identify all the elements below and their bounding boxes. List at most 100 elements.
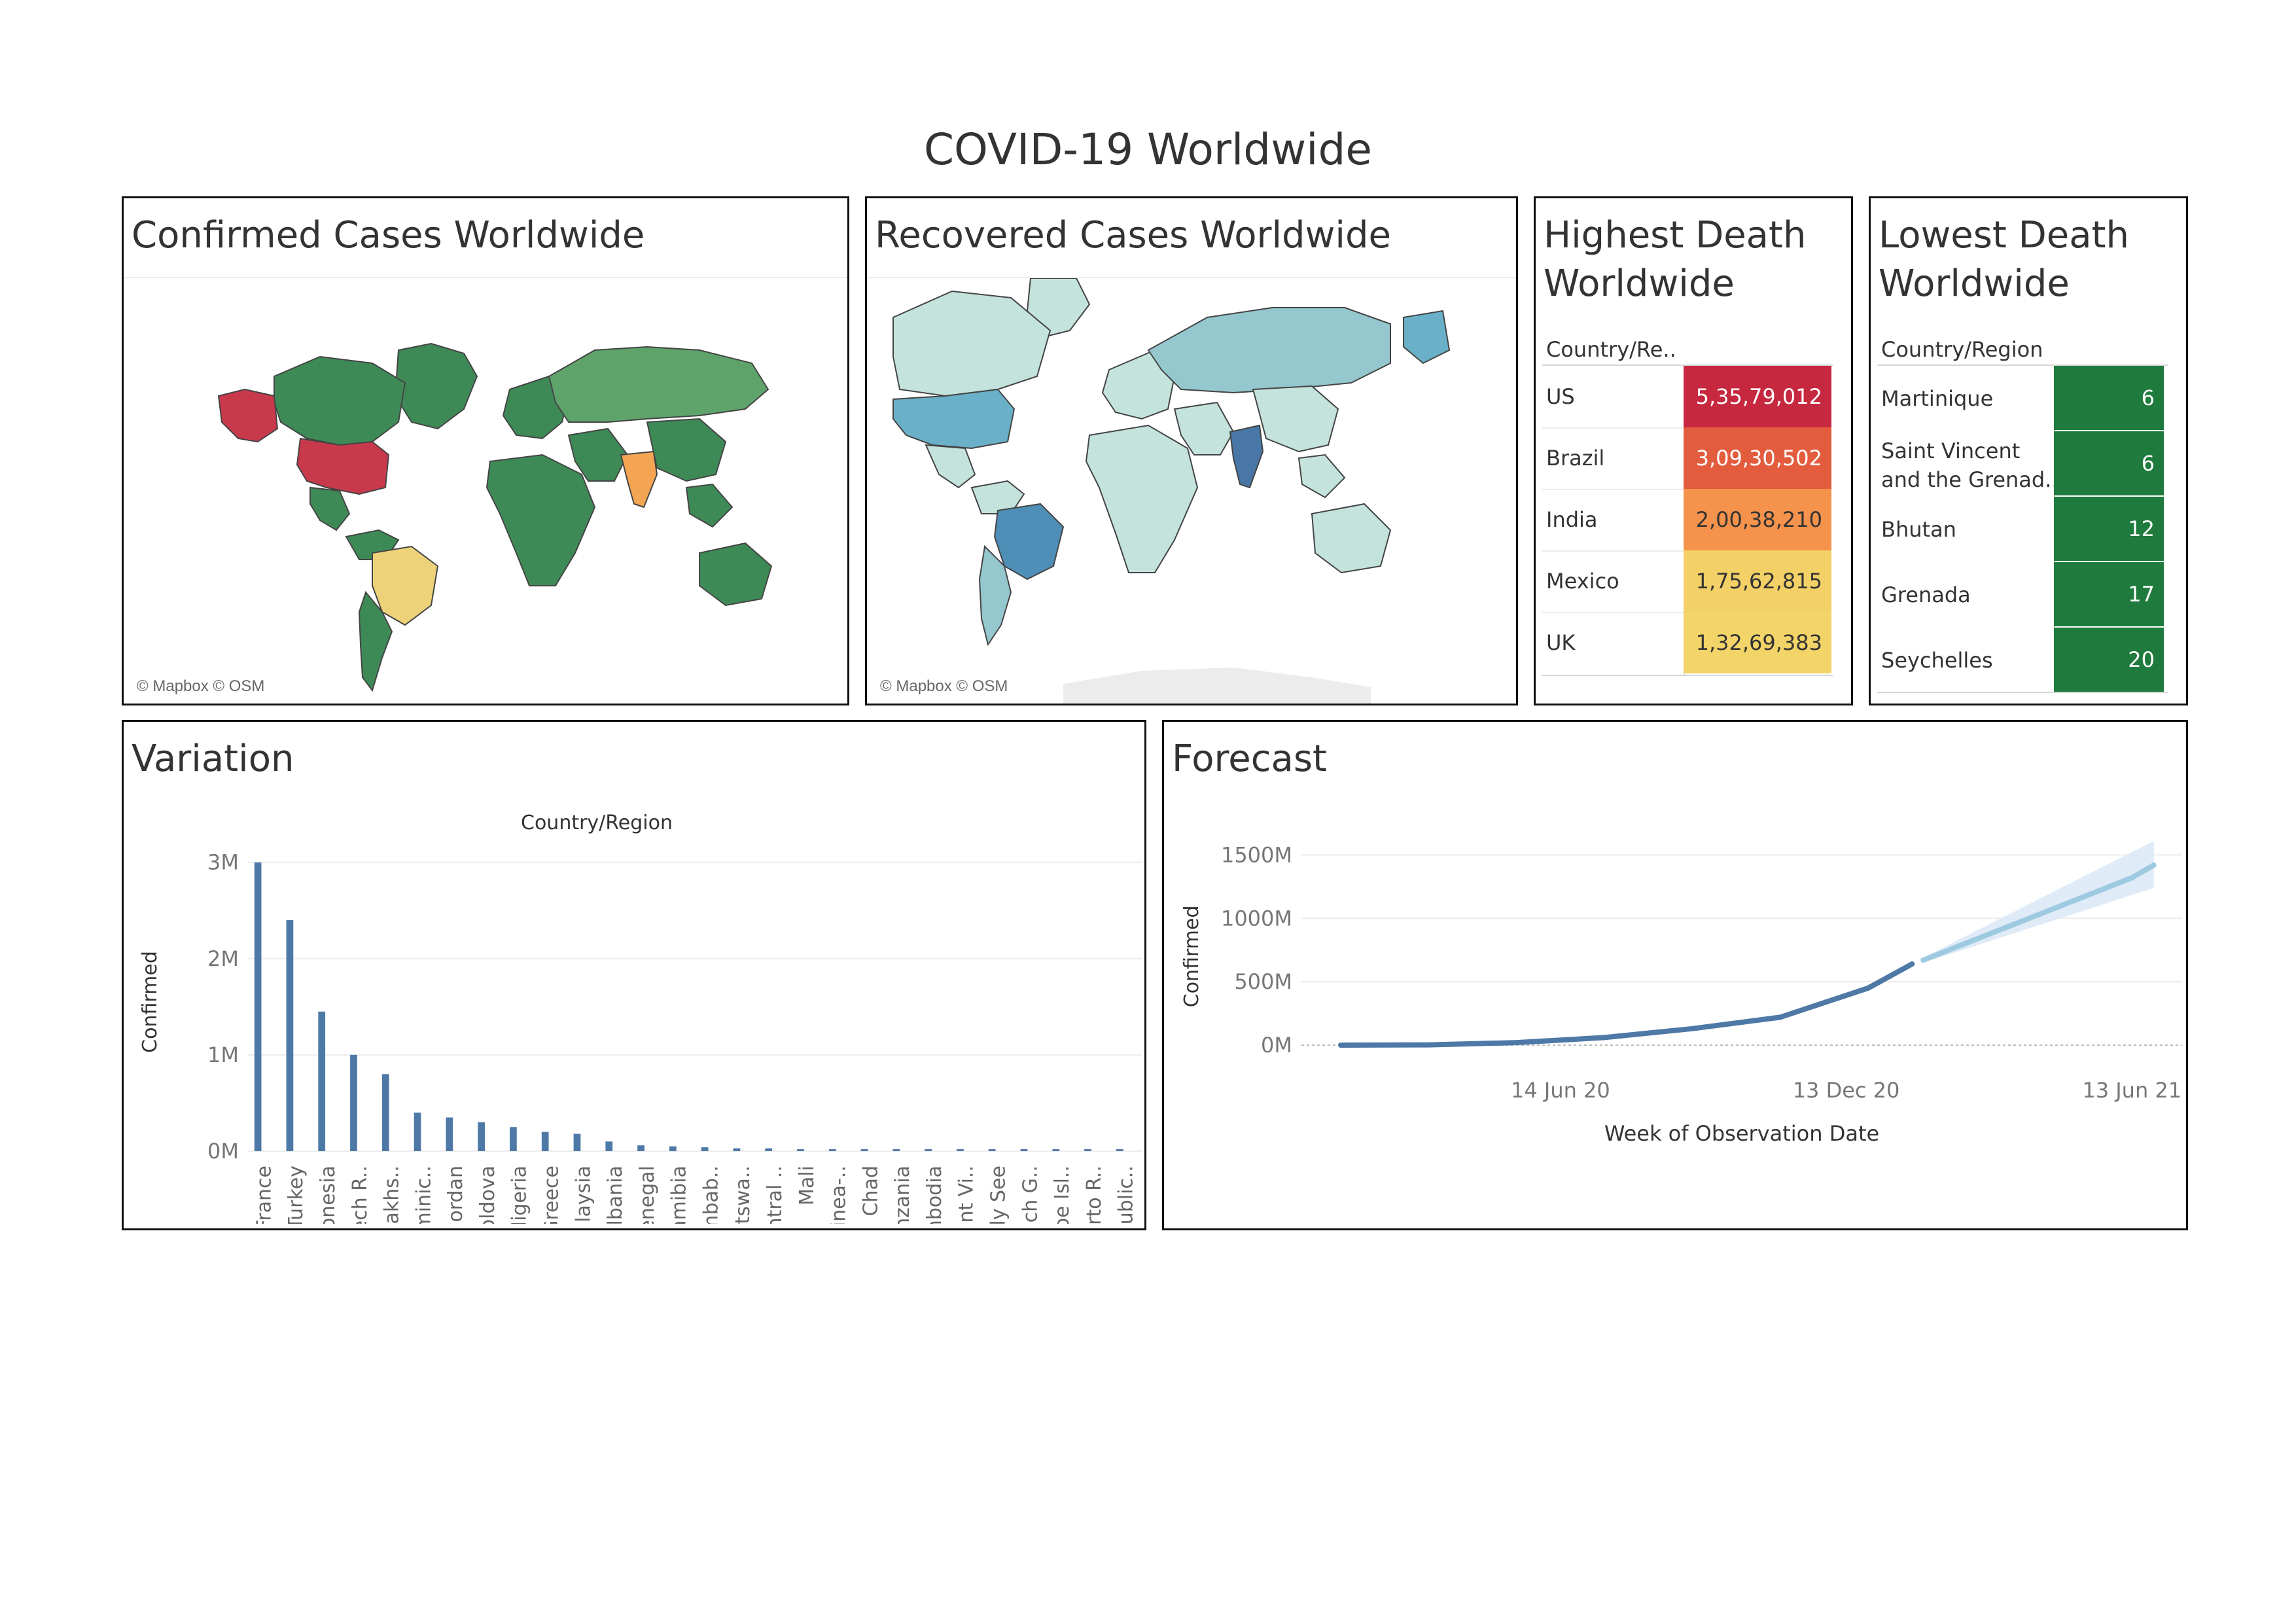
map-mexico <box>925 444 976 489</box>
x-tick-label: Central .. <box>764 1166 786 1224</box>
confirmed-map-panel[interactable]: Confirmed Cases Worldwide © Mapbox © OSM <box>122 196 849 705</box>
row-rule <box>1542 612 1684 613</box>
map-alaska <box>217 388 279 443</box>
footer-rule <box>1877 692 2168 693</box>
table-row-value: 17 <box>2054 562 2164 626</box>
bar <box>478 1122 485 1151</box>
title-line: Highest Death <box>1544 214 1807 257</box>
forecast-title: Forecast <box>1172 738 1327 780</box>
map-middle-east <box>1173 401 1235 455</box>
x-tick-label: Guinea-.. <box>828 1166 851 1224</box>
map-attribution: © Mapbox © OSM <box>880 677 1008 695</box>
bar <box>860 1149 868 1151</box>
y-tick-label: 1500M <box>1221 842 1292 867</box>
x-tick-label: Namibia <box>668 1166 691 1224</box>
table-row-value: 1,32,69,383 <box>1684 612 1831 673</box>
x-tick-label: Tanzania <box>891 1166 914 1224</box>
table-row-country: Martinique <box>1881 386 1994 411</box>
variation-title: Variation <box>132 738 294 780</box>
map-china <box>646 418 727 482</box>
highest-death-title: Highest Death Worldwide <box>1544 211 1806 308</box>
y-tick-label: 0M <box>207 1139 239 1164</box>
map-usa <box>296 437 390 495</box>
x-axis-label: Week of Observation Date <box>1604 1121 1879 1146</box>
bar <box>637 1145 645 1151</box>
map-india <box>1229 424 1264 489</box>
map-brazil <box>372 545 439 626</box>
x-tick-label: Albania <box>604 1166 627 1224</box>
bar <box>510 1127 517 1151</box>
dashboard-title: COVID-19 Worldwide <box>923 124 1373 175</box>
bar <box>381 1074 389 1151</box>
x-tick-label: Chad <box>859 1166 882 1216</box>
variation-panel[interactable]: Variation Country/Region Confirmed 0M 1M 2M 3… <box>122 720 1146 1230</box>
header-rule <box>1877 365 2168 366</box>
map-usa <box>892 388 1016 450</box>
bar <box>797 1149 804 1151</box>
forecast-panel[interactable]: Forecast Confirmed 0M 500M 1000M 1500M 14 Jun… <box>1162 720 2188 1230</box>
bar <box>925 1149 932 1151</box>
table-row-value: 20 <box>2054 628 2164 692</box>
x-tick-label: Cambodia <box>923 1166 946 1224</box>
confirmed-world-map[interactable] <box>124 278 847 704</box>
table-row-value: 6 <box>2054 366 2164 430</box>
table-row-country: and the Grenad.. <box>1881 467 2058 492</box>
divider <box>867 277 1516 278</box>
x-tick-label: 14 Jun 20 <box>1511 1078 1610 1103</box>
recovered-map-panel[interactable]: Recovered Cases Worldwide © Mapbox © OSM <box>865 196 1518 705</box>
x-tick-label: Mali <box>796 1166 819 1205</box>
chart-title: Country/Region <box>521 812 673 834</box>
table-row-country: Saint Vincent <box>1881 438 2021 463</box>
x-tick-label: 13 Jun 21 <box>2082 1078 2181 1103</box>
map-antarctica <box>1063 668 1371 704</box>
map-alaska-east <box>1403 310 1451 365</box>
map-africa <box>486 454 596 586</box>
row-rule <box>1542 427 1684 429</box>
bar <box>988 1149 996 1151</box>
map-africa <box>1085 424 1199 573</box>
table-row-country: Brazil <box>1546 446 1605 471</box>
y-tick-label: 500M <box>1234 969 1292 994</box>
table-row-country: UK <box>1546 630 1576 655</box>
column-header: Country/Region <box>1881 337 2043 362</box>
map-southeast-asia <box>685 483 733 528</box>
x-tick-label: Senegal <box>636 1166 659 1224</box>
x-tick-label: Greece <box>540 1166 563 1224</box>
map-greenland <box>394 342 478 430</box>
y-tick-label: 0M <box>1261 1033 1292 1058</box>
map-russia <box>1147 307 1391 394</box>
bar <box>254 862 262 1151</box>
table-row-country: India <box>1546 507 1598 532</box>
bar <box>669 1146 677 1151</box>
y-tick-label: 2M <box>207 946 239 971</box>
x-tick-label: Czech R.. <box>349 1166 372 1224</box>
table-row-value: 5,35,79,012 <box>1684 366 1831 427</box>
x-tick-label: Moldova <box>476 1166 499 1224</box>
table-row-value: 6 <box>2054 431 2164 495</box>
x-tick-label: Republic.. <box>1115 1166 1138 1224</box>
y-tick-label: 1M <box>207 1043 239 1067</box>
bar <box>1084 1149 1091 1151</box>
recovered-map-title: Recovered Cases Worldwide <box>875 214 1391 257</box>
row-rule <box>1542 550 1684 552</box>
map-russia <box>548 346 769 423</box>
row-rule <box>1542 489 1684 490</box>
title-line: Lowest Death <box>1879 214 2130 257</box>
bar <box>1020 1149 1028 1151</box>
forecast-chart[interactable]: Confirmed 0M 500M 1000M 1500M 14 Jun 20 13 Dec… <box>1164 795 2186 1224</box>
recovered-world-map[interactable] <box>867 278 1516 704</box>
bar <box>541 1132 549 1151</box>
table-row-value: 3,09,30,502 <box>1684 427 1831 489</box>
bar <box>828 1149 836 1151</box>
bar <box>701 1147 709 1151</box>
map-south-america-north <box>970 480 1025 514</box>
y-axis-label: Confirmed <box>139 951 162 1053</box>
title-line: Worldwide <box>1879 262 2070 305</box>
bar <box>573 1133 581 1151</box>
x-tick-label: 13 Dec 20 <box>1793 1078 1900 1103</box>
x-tick-label: Holy See <box>987 1166 1010 1224</box>
variation-chart[interactable]: Country/Region Confirmed 0M 1M 2M 3M France Tur… <box>124 795 1144 1224</box>
x-tick-label: French G.. <box>1019 1166 1042 1224</box>
map-canada <box>274 355 406 446</box>
map-mexico <box>309 486 351 531</box>
